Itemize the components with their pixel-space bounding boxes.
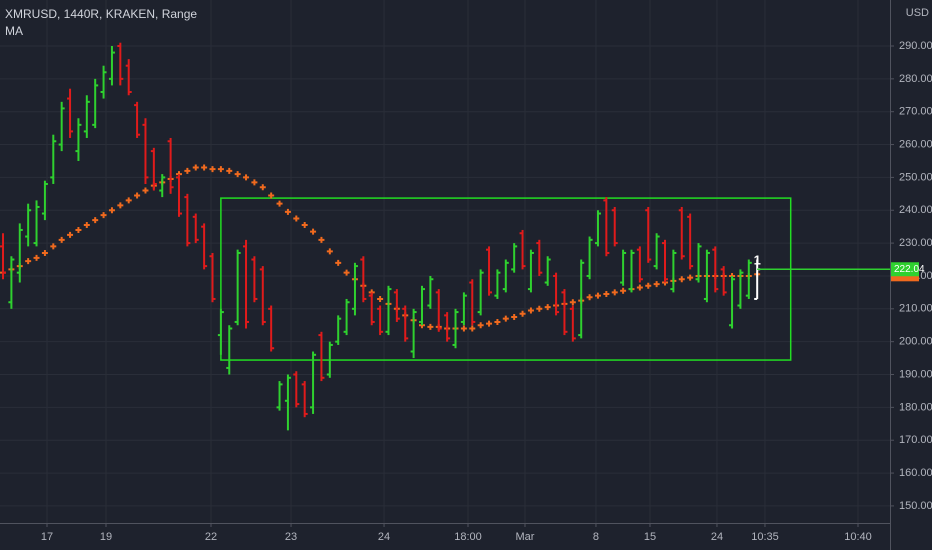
x-tick-label: 10:35 xyxy=(751,531,779,543)
ma-point xyxy=(511,314,518,321)
ma-point xyxy=(687,274,694,281)
ma-point xyxy=(243,174,250,181)
ma-point xyxy=(653,281,660,288)
ma-point xyxy=(134,192,141,199)
y-tick-label: 150.00 xyxy=(899,500,932,512)
ma-point xyxy=(293,215,300,222)
ma-point xyxy=(301,222,308,229)
marks xyxy=(0,42,890,431)
last-price-tag xyxy=(891,262,919,277)
ma-point xyxy=(251,179,258,186)
ma-point xyxy=(636,284,643,291)
ma-point xyxy=(259,184,266,191)
y-tick-label: 210.00 xyxy=(899,303,932,315)
x-tick-label: Mar xyxy=(516,531,535,543)
ma-point xyxy=(234,171,241,178)
ma-point xyxy=(645,282,652,289)
ma-point xyxy=(142,187,149,194)
x-tick-label: 8 xyxy=(593,531,599,543)
ma-price-tag xyxy=(891,271,919,282)
x-tick-label: 10:40 xyxy=(844,531,872,543)
ma-point xyxy=(100,212,107,219)
ma-point xyxy=(427,323,434,330)
ma-point xyxy=(92,217,99,224)
ma-point xyxy=(335,259,342,266)
y-tick-label: 160.00 xyxy=(899,467,932,479)
ma-point xyxy=(284,208,291,215)
ma-point xyxy=(678,276,685,283)
ma-point xyxy=(41,249,48,256)
ma-point xyxy=(343,269,350,276)
y-tick-label: 200.00 xyxy=(899,336,932,348)
ma-point xyxy=(217,166,224,173)
x-tick-label: 23 xyxy=(285,531,297,543)
x-tick-label: 17 xyxy=(41,531,53,543)
ma-point xyxy=(519,310,526,317)
y-tick-label: 170.00 xyxy=(899,434,932,446)
ma-point xyxy=(125,197,132,204)
ma-point xyxy=(226,167,233,174)
ma-point xyxy=(192,164,199,171)
ma-point xyxy=(569,299,576,306)
y-tick-label: 280.00 xyxy=(899,73,932,85)
ma-point xyxy=(184,167,191,174)
ma-point xyxy=(318,236,325,243)
x-tick-label: 18:00 xyxy=(454,531,482,543)
y-tick-label: 250.00 xyxy=(899,171,932,183)
x-tick-label: 19 xyxy=(100,531,112,543)
labels: 150.00 160.00 170.00 180.00 190.00 200.00 210.… xyxy=(41,40,932,543)
ma-point xyxy=(502,315,509,322)
ma-point xyxy=(477,322,484,329)
ma-point xyxy=(276,200,283,207)
ma-point xyxy=(494,318,501,325)
y-tick-label: 230.00 xyxy=(899,237,932,249)
ma-point xyxy=(33,254,40,261)
ma-point xyxy=(117,202,124,209)
ma-point xyxy=(326,248,333,255)
ma-point xyxy=(75,226,82,233)
bar-marker: 1 xyxy=(754,253,761,268)
y-tick-label: 190.00 xyxy=(899,368,932,380)
ma-point xyxy=(377,295,384,302)
ma-point xyxy=(469,325,476,332)
ma-point xyxy=(310,228,317,235)
grid xyxy=(0,0,894,527)
ma-point xyxy=(108,207,115,214)
x-tick-label: 22 xyxy=(205,531,217,543)
indicator-label: MA xyxy=(5,24,23,38)
ma-point xyxy=(67,231,74,238)
ma-point xyxy=(50,243,57,250)
ma-point xyxy=(460,325,467,332)
ma-point xyxy=(603,291,610,298)
ma-point xyxy=(83,222,90,229)
ma-point xyxy=(527,307,534,314)
ma-point xyxy=(201,164,208,171)
y-tick-label: 260.00 xyxy=(899,138,932,150)
ma-point xyxy=(611,289,618,296)
y-tick-label: 240.00 xyxy=(899,204,932,216)
x-tick-label: 24 xyxy=(378,531,390,543)
y-tick-label: 180.00 xyxy=(899,401,932,413)
range-box xyxy=(220,197,792,361)
ma-point xyxy=(486,320,493,327)
y-tick-label: 270.00 xyxy=(899,106,932,118)
ma-point xyxy=(268,192,275,199)
ma-point xyxy=(209,166,216,173)
ma-point xyxy=(586,294,593,301)
ma-point xyxy=(620,287,627,294)
ma-point xyxy=(536,305,543,312)
x-tick-label: 15 xyxy=(644,531,656,543)
ma-point xyxy=(58,236,65,243)
axis-unit: USD xyxy=(906,7,929,19)
last-price-label: 222.04 xyxy=(894,264,925,275)
y-tick-label: 290.00 xyxy=(899,40,932,52)
chart-title: XMRUSD, 1440R, KRAKEN, Range xyxy=(5,7,197,21)
x-tick-label: 24 xyxy=(711,531,723,543)
ma-point xyxy=(594,292,601,299)
ma-point xyxy=(25,258,32,265)
ma-point xyxy=(544,304,551,311)
